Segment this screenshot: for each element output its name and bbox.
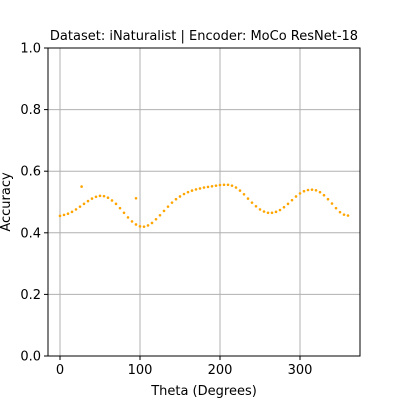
data-point <box>86 199 90 203</box>
data-point <box>270 211 274 215</box>
data-point <box>326 197 330 201</box>
x-axis-ticks: 0 100 200 300 <box>56 356 313 378</box>
x-tick-label: 0 <box>56 363 64 378</box>
data-point <box>214 184 218 187</box>
data-point <box>330 202 334 205</box>
data-point <box>234 186 238 189</box>
data-point <box>74 208 78 211</box>
data-point <box>82 202 86 206</box>
data-point <box>94 195 98 199</box>
y-tick-label: 0.6 <box>20 165 41 180</box>
data-point <box>134 223 138 226</box>
data-point <box>262 210 266 213</box>
data-point <box>298 192 302 195</box>
data-point <box>62 213 66 217</box>
data-point <box>206 185 210 189</box>
data-point <box>182 192 186 196</box>
data-point <box>218 183 222 187</box>
data-point <box>210 184 214 188</box>
data-point <box>110 199 114 202</box>
data-point <box>258 208 262 211</box>
data-point <box>158 213 162 217</box>
data-point <box>246 197 250 200</box>
data-point <box>306 188 310 192</box>
data-point <box>286 202 290 206</box>
data-point <box>334 206 338 210</box>
data-point <box>274 210 278 214</box>
data-point <box>154 217 158 221</box>
data-point <box>178 195 182 198</box>
data-point <box>98 194 102 198</box>
data-point <box>142 225 146 228</box>
data-point <box>198 187 202 190</box>
data-point <box>254 205 258 208</box>
data-point <box>70 210 74 214</box>
data-point <box>282 205 286 209</box>
plot-frame <box>47 47 361 357</box>
data-point <box>322 193 326 197</box>
data-point <box>242 193 246 196</box>
data-point <box>126 216 130 219</box>
data-point <box>230 184 234 187</box>
data-point <box>294 195 298 198</box>
data-point <box>58 214 62 218</box>
data-point <box>190 189 194 192</box>
data-point <box>118 206 122 210</box>
data-point <box>166 205 170 208</box>
data-point <box>186 190 190 194</box>
y-tick-label: 0.4 <box>20 226 41 241</box>
y-tick-label: 1.0 <box>20 42 41 57</box>
data-point <box>290 198 294 202</box>
data-point <box>238 189 242 192</box>
data-points <box>58 183 350 228</box>
y-tick-label: 0.2 <box>20 288 41 303</box>
chart-title: Dataset: iNaturalist | Encoder: MoCo Res… <box>50 29 358 44</box>
data-point <box>150 221 154 225</box>
data-point <box>202 186 206 189</box>
data-point <box>318 190 322 194</box>
x-tick-label: 200 <box>208 363 233 378</box>
x-axis-label: Theta (Degrees) <box>150 384 257 399</box>
data-point <box>346 214 350 217</box>
data-point <box>250 201 254 204</box>
x-tick-label: 100 <box>128 363 153 378</box>
x-tick-label: 300 <box>288 363 313 378</box>
data-point <box>130 220 134 223</box>
data-point <box>342 213 346 216</box>
data-point <box>278 208 282 212</box>
y-tick-label: 0.8 <box>20 103 41 118</box>
data-point <box>162 209 166 213</box>
data-point <box>222 183 226 187</box>
data-point <box>66 212 70 216</box>
data-point <box>114 202 118 206</box>
data-point <box>134 197 138 200</box>
data-point <box>102 194 106 198</box>
data-point <box>310 188 314 191</box>
data-point <box>338 210 342 214</box>
data-point <box>194 188 198 191</box>
data-point <box>106 196 110 199</box>
data-point <box>226 183 230 187</box>
y-axis-ticks: 0.0 0.2 0.4 0.6 0.8 1.0 <box>20 42 48 365</box>
y-tick-label: 0.0 <box>20 350 41 365</box>
data-point <box>314 188 318 192</box>
y-axis-label: Accuracy <box>0 172 14 232</box>
data-point <box>146 224 150 227</box>
data-point <box>80 185 83 188</box>
grid-lines <box>48 47 360 357</box>
data-point <box>78 205 82 208</box>
data-point <box>122 211 126 215</box>
data-point <box>90 197 94 200</box>
data-point <box>174 197 178 201</box>
data-point <box>170 201 174 204</box>
data-point <box>266 211 270 215</box>
data-point <box>138 225 142 228</box>
data-point <box>302 189 306 193</box>
